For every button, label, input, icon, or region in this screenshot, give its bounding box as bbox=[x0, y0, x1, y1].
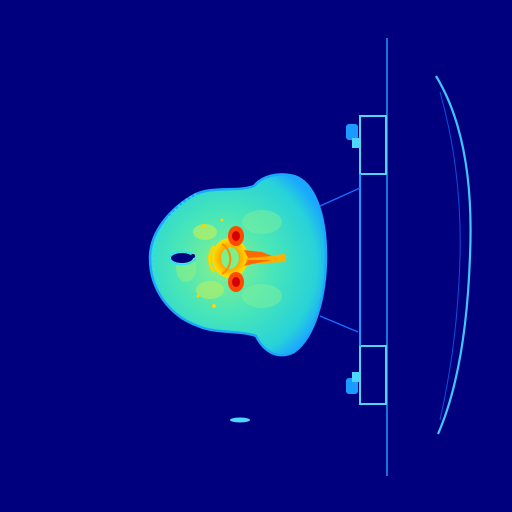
bone-arc-right bbox=[221, 243, 232, 275]
support-knob-top-2 bbox=[352, 138, 360, 148]
lateral-mass-top-core bbox=[232, 231, 240, 241]
couch-arc-inner bbox=[439, 91, 461, 421]
airway-rim bbox=[168, 250, 196, 266]
support-strap-top bbox=[319, 187, 361, 207]
support-knob-bottom-2 bbox=[352, 372, 360, 382]
couch-arc bbox=[435, 75, 472, 435]
airway-dot bbox=[191, 254, 195, 258]
speck-2 bbox=[212, 304, 216, 308]
lamina-top bbox=[244, 250, 272, 258]
support-bracket-bottom bbox=[359, 345, 387, 405]
speck-4 bbox=[220, 218, 224, 222]
fat-patch-2 bbox=[196, 281, 224, 299]
support-strap-bottom bbox=[319, 315, 359, 333]
fat-patch-3 bbox=[242, 210, 282, 234]
fat-patch-1 bbox=[193, 224, 217, 240]
fat-patch-4 bbox=[242, 284, 282, 308]
tissue-edge bbox=[148, 173, 328, 357]
support-bracket-top bbox=[359, 115, 387, 175]
artifact bbox=[230, 417, 250, 423]
airway bbox=[171, 253, 193, 263]
bone-arc-left bbox=[208, 245, 216, 273]
lamina-bottom bbox=[244, 260, 272, 266]
support-knob-top bbox=[346, 124, 358, 140]
speck-1 bbox=[202, 224, 206, 228]
lateral-mass-bottom-core bbox=[232, 277, 240, 287]
speck-3 bbox=[196, 294, 200, 298]
